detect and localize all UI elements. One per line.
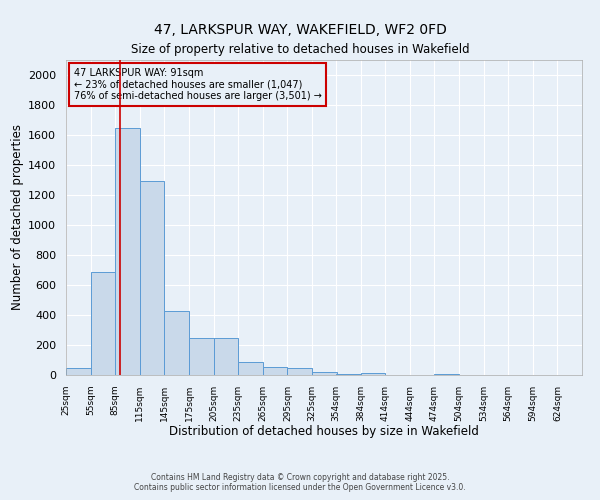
Text: Contains HM Land Registry data © Crown copyright and database right 2025.
Contai: Contains HM Land Registry data © Crown c… [134, 473, 466, 492]
Bar [91, 272, 115, 375]
Bar [263, 367, 287, 375]
Bar [140, 180, 164, 375]
Text: 47 LARKSPUR WAY: 91sqm
← 23% of detached houses are smaller (1,047)
76% of semi-: 47 LARKSPUR WAY: 91sqm ← 23% of detached… [74, 68, 322, 101]
Text: Size of property relative to detached houses in Wakefield: Size of property relative to detached ho… [131, 42, 469, 56]
Bar [336, 374, 361, 375]
Y-axis label: Number of detached properties: Number of detached properties [11, 124, 24, 310]
Text: 47, LARKSPUR WAY, WAKEFIELD, WF2 0FD: 47, LARKSPUR WAY, WAKEFIELD, WF2 0FD [154, 22, 446, 36]
Bar [66, 368, 91, 375]
Bar [189, 338, 214, 375]
Bar [115, 128, 140, 375]
Bar [312, 372, 337, 375]
Bar [164, 310, 189, 375]
Bar [287, 368, 312, 375]
Bar [238, 362, 263, 375]
Bar [434, 374, 459, 375]
Bar [214, 338, 238, 375]
X-axis label: Distribution of detached houses by size in Wakefield: Distribution of detached houses by size … [169, 426, 479, 438]
Bar [361, 373, 385, 375]
